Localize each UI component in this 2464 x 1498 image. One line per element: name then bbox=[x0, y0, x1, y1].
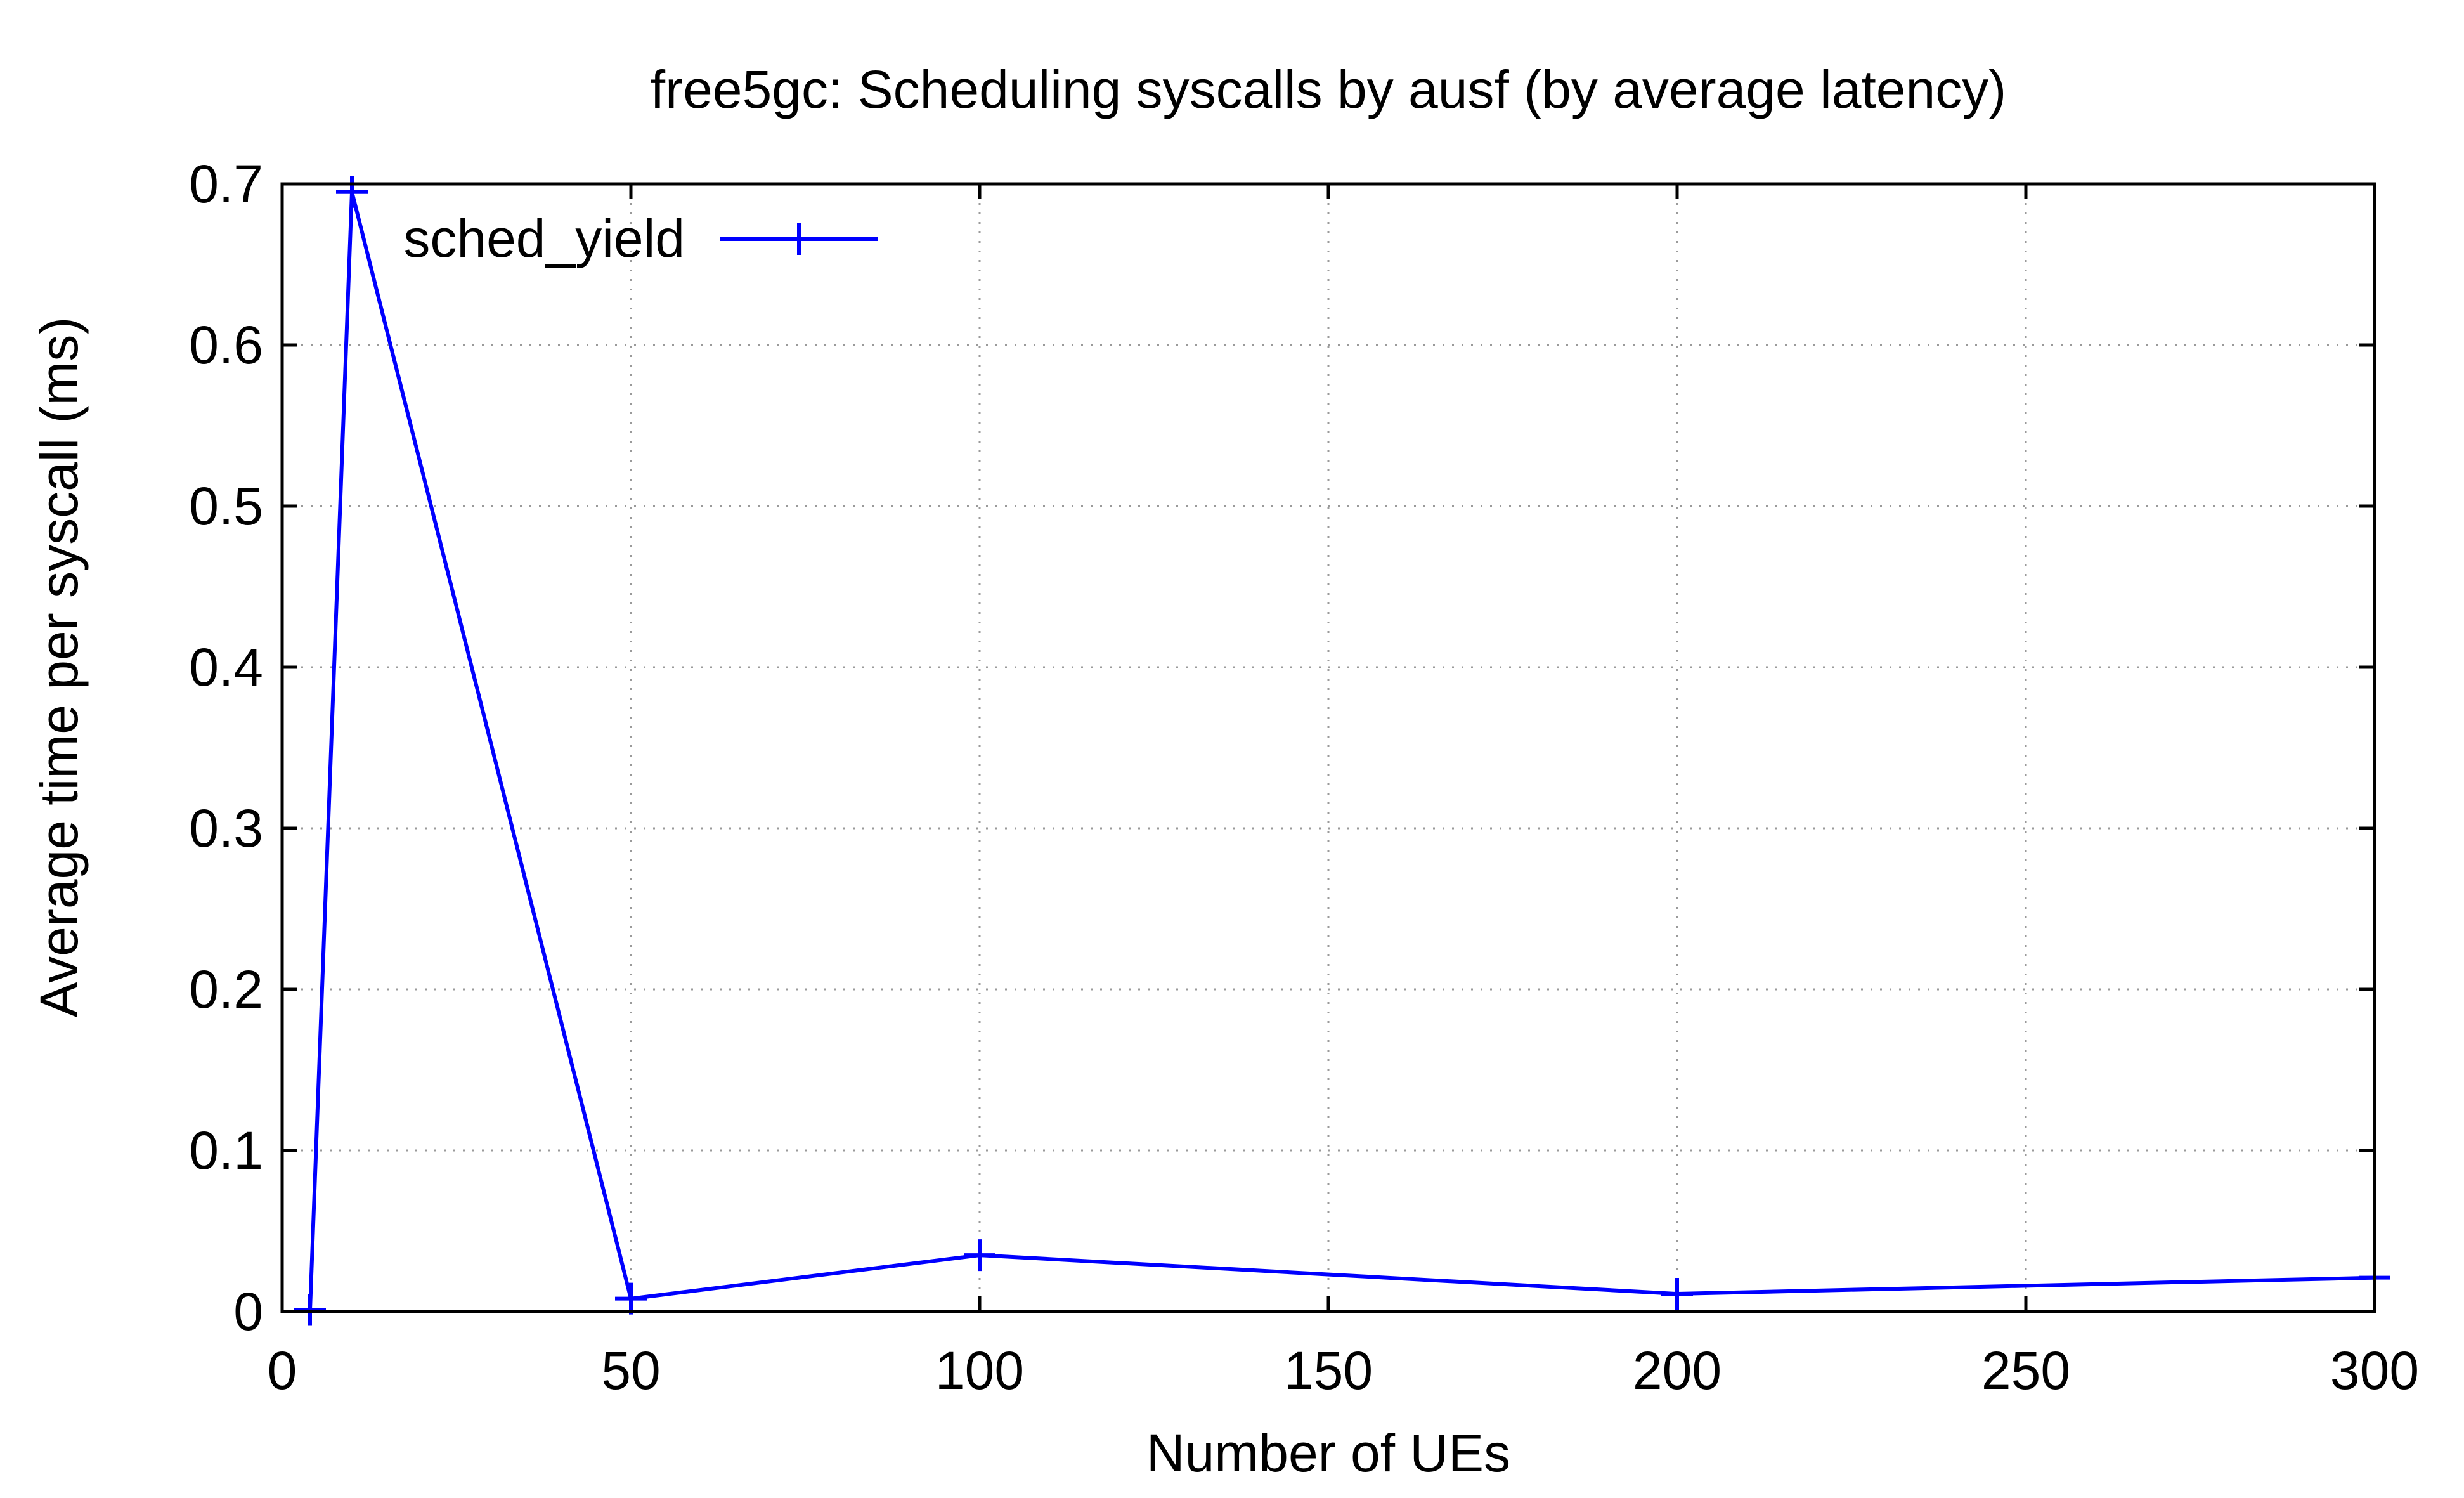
y-tick-label: 0.2 bbox=[189, 960, 263, 1019]
y-tick-label: 0.1 bbox=[189, 1121, 263, 1180]
x-axis-label: Number of UEs bbox=[1146, 1423, 1510, 1483]
y-tick-label: 0.6 bbox=[189, 315, 263, 375]
legend-label: sched_yield bbox=[403, 209, 685, 268]
data-point-marker bbox=[294, 1294, 326, 1326]
y-tick-labels: 0 0.1 0.2 0.3 0.4 0.5 0.6 0.7 bbox=[189, 154, 263, 1341]
x-tick-label: 0 bbox=[268, 1341, 297, 1400]
grid bbox=[282, 184, 2375, 1312]
data-point-marker bbox=[615, 1282, 647, 1315]
y-axis-label: Average time per syscall (ms) bbox=[29, 317, 89, 1018]
y-tick-label: 0.7 bbox=[189, 154, 263, 214]
x-tick-label: 300 bbox=[2330, 1341, 2419, 1400]
plot-frame bbox=[280, 182, 2376, 1313]
legend-marker bbox=[783, 223, 815, 255]
data-point-marker bbox=[336, 176, 368, 208]
x-tick-labels: 0 50 100 150 200 250 300 bbox=[268, 1341, 2419, 1400]
y-tick-label: 0 bbox=[233, 1282, 263, 1341]
x-tick-label: 150 bbox=[1284, 1341, 1373, 1400]
y-tick-label: 0.4 bbox=[189, 637, 263, 697]
data-point-marker bbox=[964, 1239, 995, 1272]
y-tick-label: 0.3 bbox=[189, 798, 263, 858]
data-point-marker bbox=[1661, 1278, 1693, 1310]
x-tick-label: 250 bbox=[1981, 1341, 2070, 1400]
y-tick-label: 0.5 bbox=[189, 476, 263, 536]
x-tick-label: 100 bbox=[935, 1341, 1024, 1400]
x-tick-label: 200 bbox=[1633, 1341, 1722, 1400]
chart-title: free5gc: Scheduling syscalls by ausf (by… bbox=[651, 60, 2006, 119]
legend: sched_yield bbox=[403, 209, 878, 268]
x-tick-label: 50 bbox=[601, 1341, 660, 1400]
series-line bbox=[308, 191, 2375, 1310]
